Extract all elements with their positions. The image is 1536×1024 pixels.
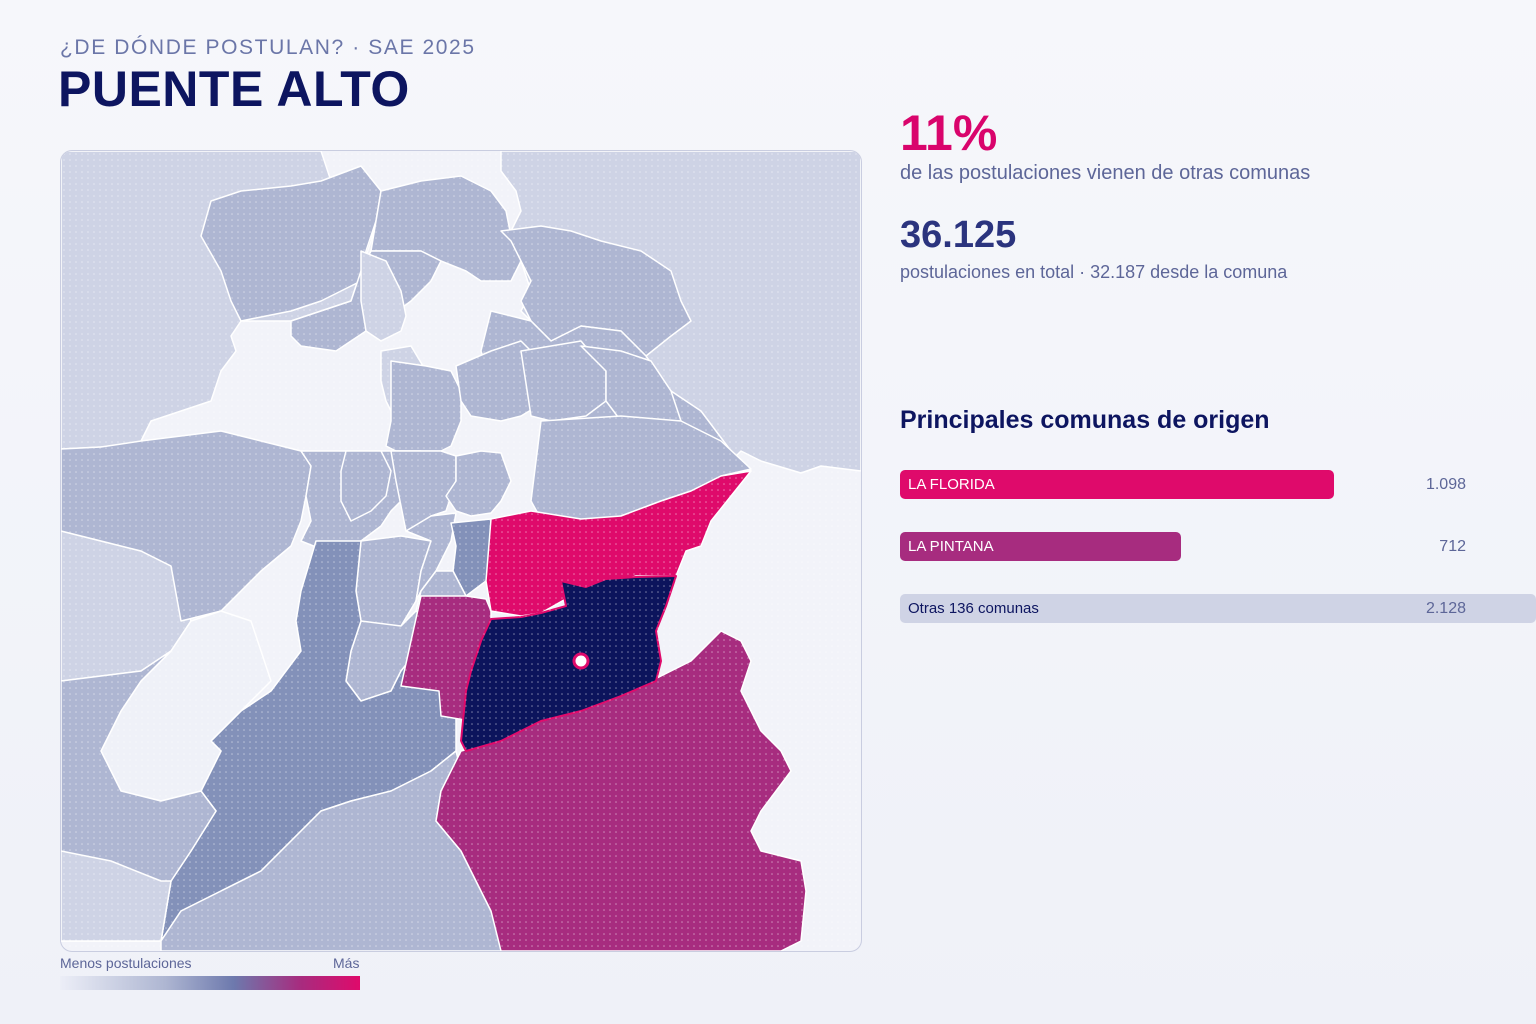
map-region-mid-4 xyxy=(445,450,512,517)
legend-color-scale xyxy=(60,976,360,990)
total-applications-label: postulaciones en total · 32.187 desde la… xyxy=(900,262,1288,282)
origin-value: 712 xyxy=(1439,538,1466,555)
puente-alto-marker xyxy=(572,652,590,670)
origin-bar: LA PINTANA xyxy=(900,532,1181,561)
origin-bar: Otras 136 comunas xyxy=(900,594,1536,623)
total-applications: 36.125 xyxy=(900,214,1017,256)
map-region-center-4 xyxy=(385,360,462,452)
outside-percentage-label: de las postulaciones vienen de otras com… xyxy=(900,162,1311,184)
origin-row-la-pintana: LA PINTANA 712 xyxy=(900,532,1536,561)
legend-high-label: Más xyxy=(333,955,360,971)
origin-value: 2.128 xyxy=(1425,600,1466,617)
map-svg xyxy=(61,151,861,951)
outside-percentage: 11% xyxy=(900,105,998,161)
commune-title: PUENTE ALTO xyxy=(58,61,410,117)
origin-bar: LA FLORIDA xyxy=(900,470,1334,499)
origins-title: Principales comunas de origen xyxy=(900,406,1270,434)
map-kicker: ¿DE DÓNDE POSTULAN? · SAE 2025 xyxy=(60,36,476,59)
origin-row-la-florida: LA FLORIDA 1.098 xyxy=(900,470,1536,499)
origin-row-other: Otras 136 comunas 2.128 xyxy=(900,594,1536,623)
legend-low-label: Menos postulaciones xyxy=(60,955,192,971)
commune-map xyxy=(60,150,862,952)
origin-value: 1.098 xyxy=(1425,476,1466,493)
